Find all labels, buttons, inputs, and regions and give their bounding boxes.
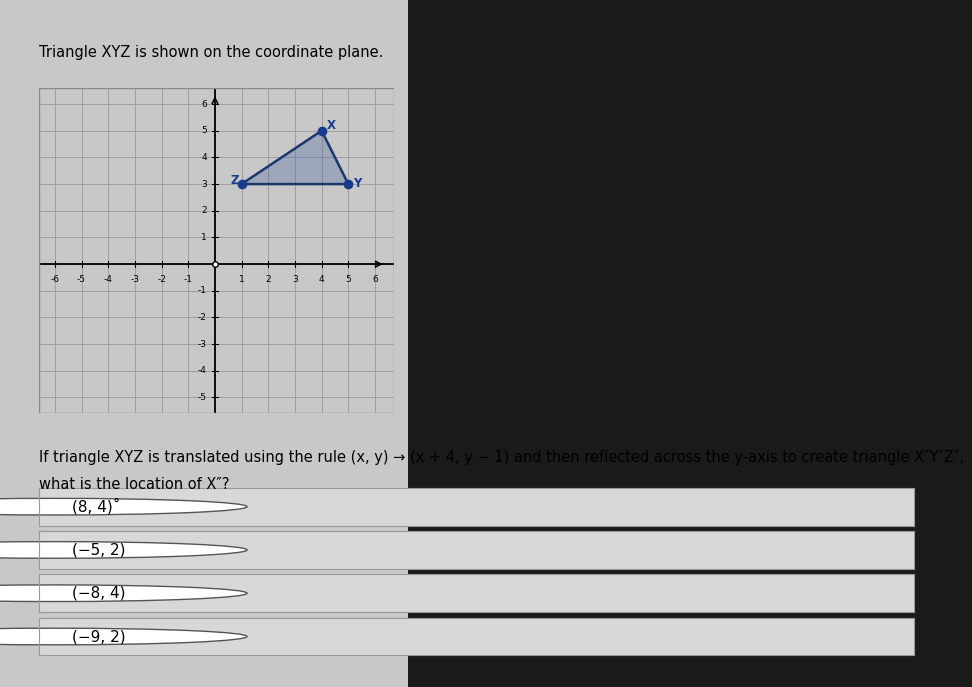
Text: -3: -3: [198, 339, 207, 348]
Circle shape: [0, 628, 247, 645]
Text: X: X: [327, 119, 335, 132]
Circle shape: [0, 498, 247, 515]
Text: Z: Z: [231, 174, 239, 187]
Text: -5: -5: [77, 275, 87, 284]
Text: -5: -5: [198, 393, 207, 402]
Circle shape: [0, 585, 247, 602]
Text: 3: 3: [201, 179, 207, 188]
Text: -2: -2: [157, 275, 166, 284]
Text: -4: -4: [198, 366, 207, 375]
Text: -3: -3: [130, 275, 139, 284]
Text: 5: 5: [201, 126, 207, 135]
Text: what is the location of X″?: what is the location of X″?: [39, 477, 229, 493]
Text: Triangle XYZ is shown on the coordinate plane.: Triangle XYZ is shown on the coordinate …: [39, 45, 383, 60]
Text: 1: 1: [239, 275, 245, 284]
Text: -1: -1: [184, 275, 192, 284]
Circle shape: [0, 541, 247, 559]
Bar: [39, 88, 394, 414]
Text: (−5, 2): (−5, 2): [72, 543, 125, 557]
Text: (8, 4)˚: (8, 4)˚: [72, 498, 121, 515]
Text: If triangle XYZ is translated using the rule (x, y) → (x + 4, y − 1) and then re: If triangle XYZ is translated using the …: [39, 450, 964, 465]
Text: 2: 2: [201, 206, 207, 215]
Text: -1: -1: [198, 286, 207, 295]
Polygon shape: [242, 131, 348, 184]
Text: 6: 6: [201, 100, 207, 109]
Text: 1: 1: [201, 233, 207, 242]
Text: Y: Y: [353, 177, 362, 190]
Text: -4: -4: [104, 275, 113, 284]
Text: 4: 4: [319, 275, 325, 284]
Text: 5: 5: [345, 275, 351, 284]
Text: 4: 4: [201, 153, 207, 162]
Text: -2: -2: [198, 313, 207, 322]
Text: (−9, 2): (−9, 2): [72, 629, 125, 644]
Text: 3: 3: [293, 275, 297, 284]
Text: -6: -6: [51, 275, 59, 284]
Text: 6: 6: [372, 275, 378, 284]
Text: (−8, 4): (−8, 4): [72, 586, 125, 600]
Text: 2: 2: [265, 275, 271, 284]
